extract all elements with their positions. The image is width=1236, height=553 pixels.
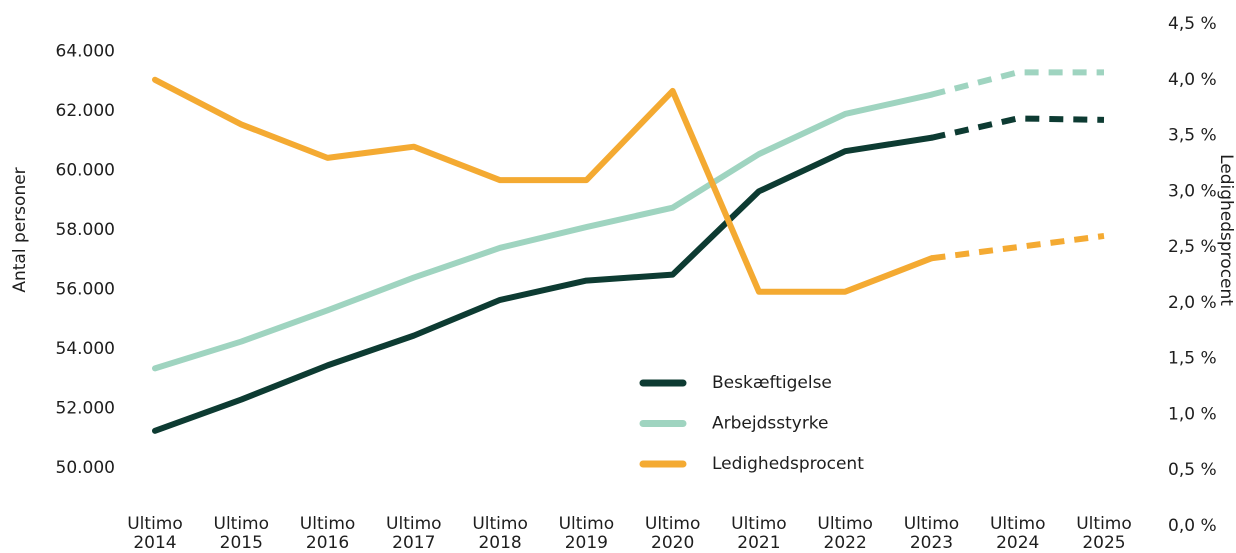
x-tick-label: Ultimo 2019 [559, 514, 615, 553]
forecast-line [931, 232, 1105, 262]
y-tick-label: 62.000 [56, 101, 115, 121]
x-tick-label: Ultimo 2018 [472, 514, 528, 553]
x-tick-label: Ultimo 2014 [127, 514, 183, 553]
y2-tick-label: 0,5 % [1168, 460, 1217, 480]
series-line [152, 76, 935, 295]
y2-tick-label: 1,5 % [1168, 349, 1217, 369]
series-line [152, 91, 935, 372]
x-tick-label: Ultimo 2025 [1076, 514, 1132, 553]
forecast-line [930, 115, 1105, 141]
x-tick-label: Ultimo 2015 [214, 514, 270, 553]
y-tick-label: 52.000 [56, 399, 115, 419]
y2-axis-label: Ledighedsprocent [1216, 154, 1236, 306]
series-line [152, 134, 935, 434]
legend-label: Arbejdsstyrke [712, 414, 829, 434]
x-tick-label: Ultimo 2021 [731, 514, 787, 553]
x-tick-label: Ultimo 2016 [300, 514, 356, 553]
legend-label: Ledighedsprocent [712, 454, 864, 474]
y-tick-label: 60.000 [56, 161, 115, 181]
y2-tick-label: 4,0 % [1168, 70, 1217, 90]
y2-tick-label: 0,0 % [1168, 516, 1217, 536]
y2-tick-label: 3,0 % [1168, 181, 1217, 201]
x-tick-label: Ultimo 2022 [817, 514, 873, 553]
x-tick-label: Ultimo 2023 [904, 514, 960, 553]
forecast-line [930, 69, 1104, 98]
y-tick-label: 50.000 [56, 458, 115, 478]
y2-tick-label: 2,0 % [1168, 293, 1217, 313]
y2-tick-label: 4,5 % [1168, 14, 1217, 34]
y-tick-label: 54.000 [56, 339, 115, 359]
legend-label: Beskæftigelse [712, 373, 832, 393]
x-tick-label: Ultimo 2024 [990, 514, 1046, 553]
y-tick-label: 56.000 [56, 280, 115, 300]
y-tick-label: 58.000 [56, 220, 115, 240]
y2-tick-label: 1,0 % [1168, 404, 1217, 424]
y2-tick-label: 2,5 % [1168, 237, 1217, 257]
y2-tick-label: 3,5 % [1168, 126, 1217, 146]
y-tick-label: 64.000 [56, 42, 115, 62]
x-tick-label: Ultimo 2017 [386, 514, 442, 553]
y-axis-label: Antal personer [10, 167, 30, 292]
x-tick-label: Ultimo 2020 [645, 514, 701, 553]
